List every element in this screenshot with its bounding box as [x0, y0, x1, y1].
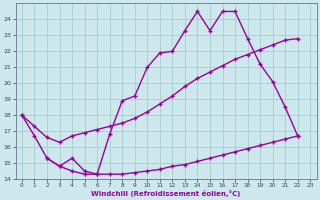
X-axis label: Windchill (Refroidissement éolien,°C): Windchill (Refroidissement éolien,°C) [92, 190, 241, 197]
